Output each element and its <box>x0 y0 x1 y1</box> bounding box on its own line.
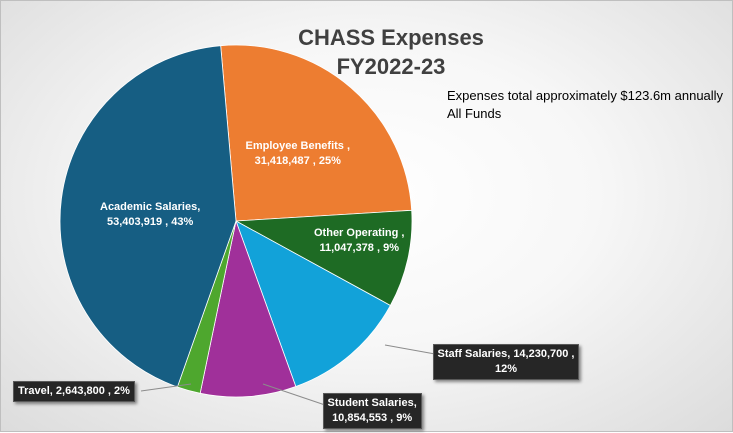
data-label-travel: Travel, 2,643,800 , 2% <box>13 380 135 402</box>
expenses-note-line1: Expenses total approximately $123.6m ann… <box>447 88 724 103</box>
expenses-note-line2: All Funds <box>447 106 502 121</box>
leader-line-staff-salaries <box>384 344 436 355</box>
data-label-other-operating: Other Operating , 11,047,378 , 9% <box>314 226 404 256</box>
data-label-line2: 10,854,553 , 9% <box>332 412 413 424</box>
leader-line-travel <box>140 383 192 392</box>
data-label-line2: 53,403,919 , 43% <box>107 216 194 228</box>
chart-title-line2: FY2022-23 <box>336 54 446 79</box>
pie-slice-employee-benefits <box>220 44 413 222</box>
pie-slice-academic-salaries <box>59 45 237 388</box>
data-label-staff-salaries: Staff Salaries, 14,230,700 , 12% <box>432 344 580 380</box>
data-label-line2: 12% <box>494 363 517 375</box>
data-label-line1: Academic Salaries, <box>100 201 201 213</box>
data-label-line1: Student Salaries, <box>327 397 417 409</box>
data-label-employee-benefits: Employee Benefits , 31,418,487 , 25% <box>246 139 351 169</box>
pie-slice-other-operating <box>234 209 413 307</box>
expenses-note: Expenses total approximately $123.6m ann… <box>447 87 723 123</box>
data-label-line2: 11,047,378 , 9% <box>319 242 399 254</box>
chart-title-line1: CHASS Expenses <box>298 25 484 50</box>
data-label-line1: Employee Benefits , <box>245 140 351 152</box>
data-label-line2: 31,418,487 , 25% <box>254 155 341 167</box>
data-label-line1: Travel, 2,643,800 , 2% <box>18 384 130 397</box>
pie-slice-student-salaries <box>199 219 297 398</box>
data-label-student-salaries: Student Salaries, 10,854,553 , 9% <box>322 393 422 429</box>
chart-title: CHASS Expenses FY2022-23 <box>231 23 551 81</box>
data-label-line1: Staff Salaries, 14,230,700 , <box>437 348 575 360</box>
pie-slice-staff-salaries <box>235 220 391 388</box>
data-label-line1: Other Operating , <box>314 227 405 239</box>
leader-line-student-salaries <box>262 383 329 407</box>
data-label-academic-salaries: Academic Salaries, 53,403,919 , 43% <box>100 200 200 230</box>
